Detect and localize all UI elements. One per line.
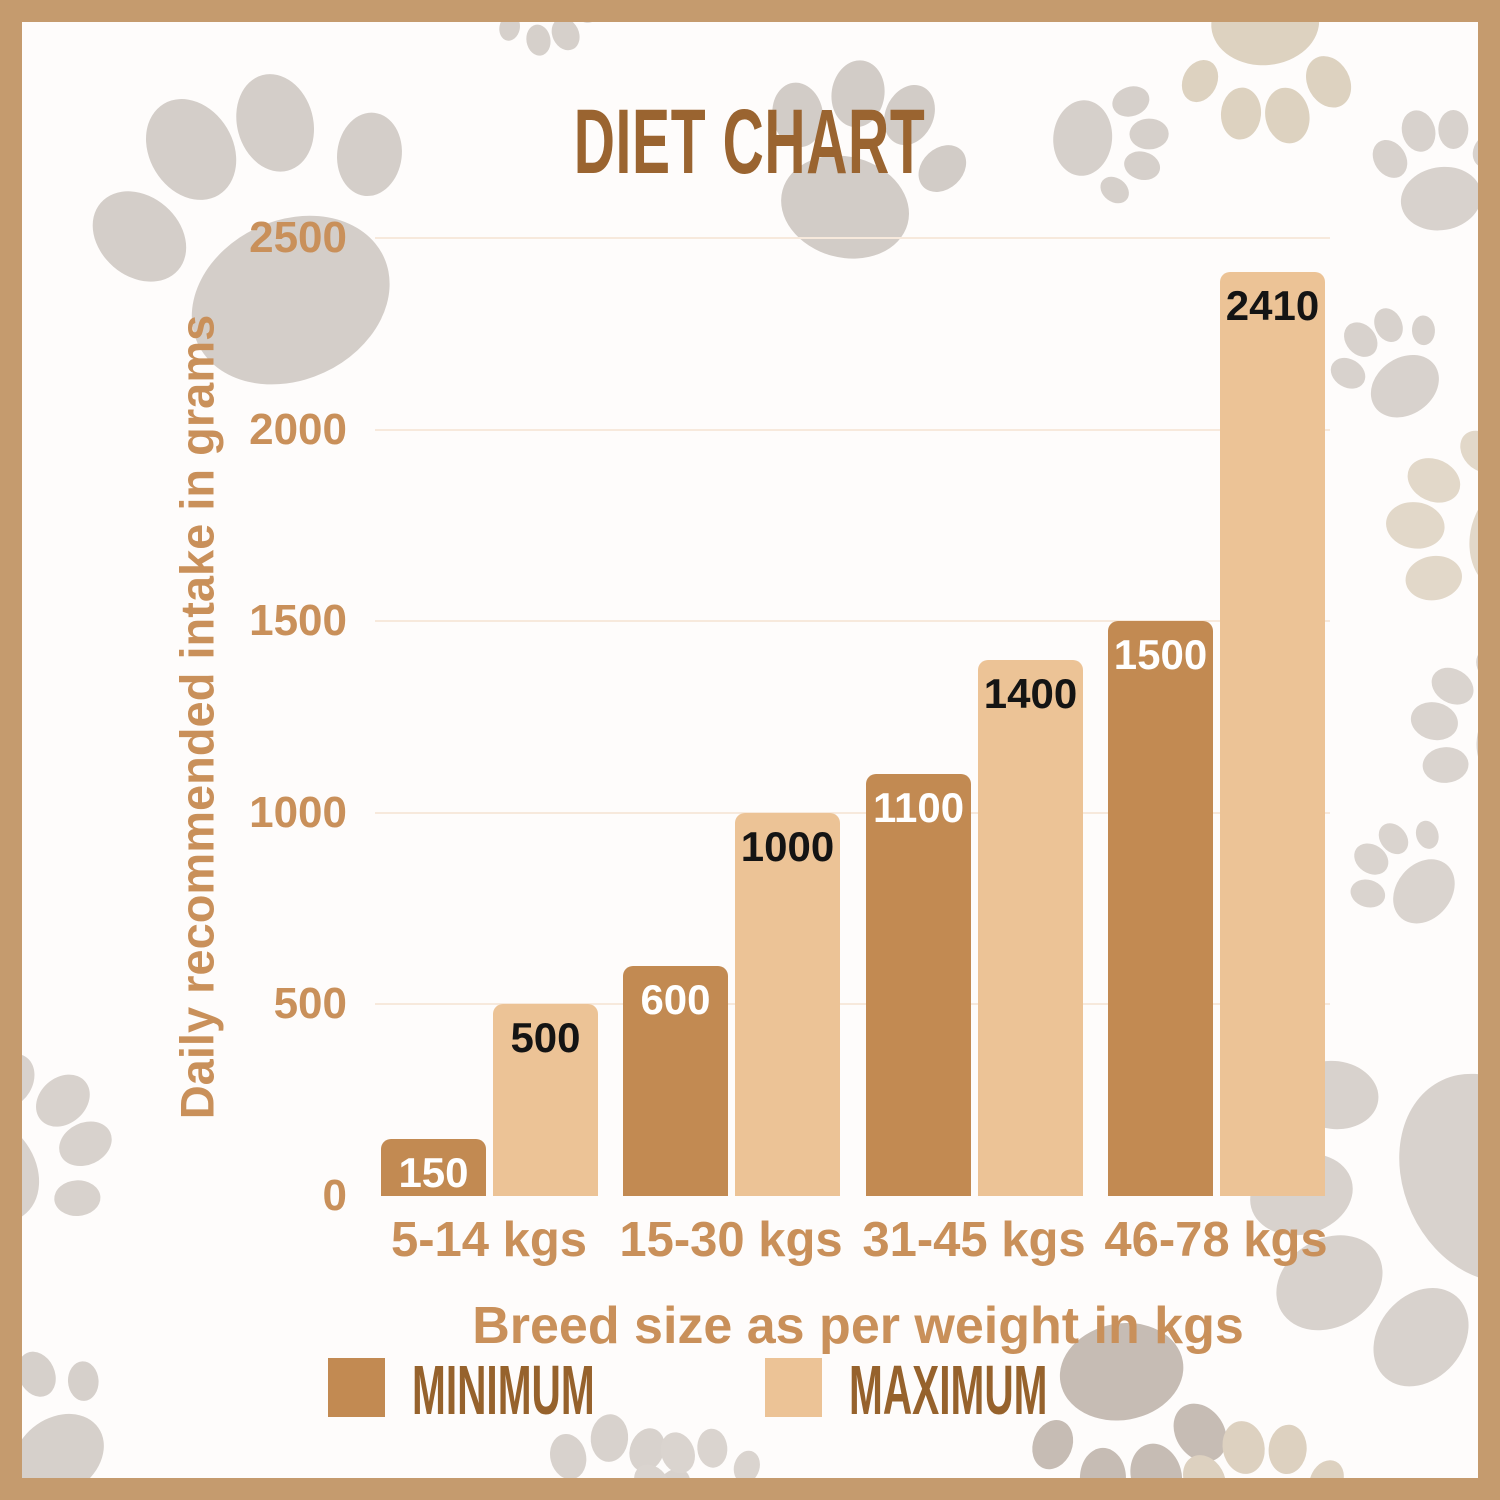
bar-maximum-31-45-kgs: 1400 — [978, 660, 1083, 1196]
bar-maximum-5-14-kgs: 500 — [493, 1004, 598, 1196]
legend-swatch-minimum — [328, 1358, 385, 1417]
bar-value-label: 500 — [510, 1014, 581, 1061]
y-axis-tick-1000: 1000 — [249, 787, 347, 837]
bar-value-label: 150 — [398, 1149, 469, 1196]
legend-label-minimum: MINIMUM — [412, 1351, 595, 1429]
bar-chart-plot-area: 150 500 600 1000 1100 1400 1500 2410 — [375, 237, 1330, 1196]
category-label-46-78-kgs: 46-78 kgs — [1104, 1213, 1328, 1267]
bar-value-label: 600 — [640, 976, 711, 1023]
bar-value-label: 1500 — [1113, 631, 1208, 678]
gridline-1000 — [375, 811, 1330, 814]
y-axis-tick-0: 0 — [322, 1171, 347, 1220]
x-axis-title: Breed size as per weight in kgs — [472, 1297, 1244, 1355]
category-label-31-45-kgs: 31-45 kgs — [862, 1213, 1086, 1267]
bar-value-label: 2410 — [1225, 282, 1320, 329]
bar-minimum-5-14-kgs: 150 — [381, 1139, 486, 1196]
y-axis-tick-2000: 2000 — [249, 404, 347, 454]
y-axis-tick-2500: 2500 — [249, 213, 347, 262]
y-axis-tick-1500: 1500 — [249, 596, 347, 646]
category-label-15-30-kgs: 15-30 kgs — [619, 1213, 843, 1267]
gridline-2000 — [375, 428, 1330, 431]
bar-value-label: 1000 — [740, 823, 835, 870]
category-label-5-14-kgs: 5-14 kgs — [390, 1213, 588, 1267]
y-axis-tick-500: 500 — [273, 979, 347, 1029]
bar-minimum-46-78-kgs: 1500 — [1108, 621, 1213, 1196]
bar-value-label: 1400 — [983, 670, 1078, 717]
bar-value-label: 1100 — [872, 784, 965, 831]
bar-minimum-15-30-kgs: 600 — [623, 966, 728, 1196]
gridline-2500 — [375, 237, 1330, 239]
gridline-1500 — [375, 620, 1330, 623]
bar-maximum-46-78-kgs: 2410 — [1220, 272, 1325, 1196]
legend-label-maximum: MAXIMUM — [849, 1351, 1048, 1429]
page-title: DIET CHART — [574, 91, 926, 193]
bar-maximum-15-30-kgs: 1000 — [735, 813, 840, 1196]
bar-minimum-31-45-kgs: 1100 — [866, 774, 971, 1196]
legend-swatch-maximum — [765, 1358, 822, 1417]
gridline-500 — [375, 1003, 1330, 1006]
